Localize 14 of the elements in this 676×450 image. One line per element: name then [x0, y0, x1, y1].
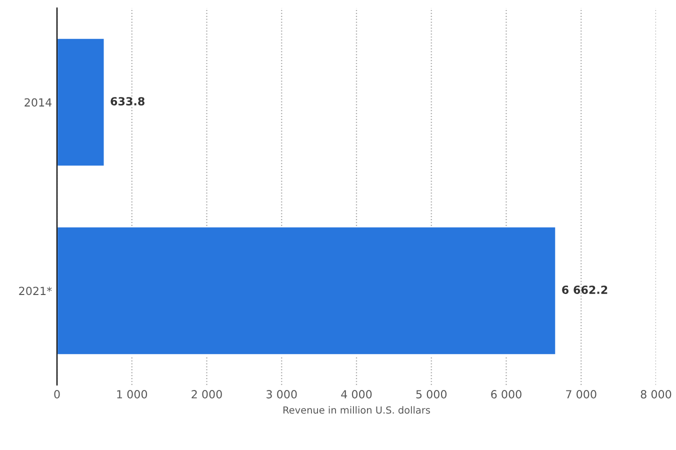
x-axis-title: Revenue in million U.S. dollars [283, 406, 430, 414]
x-tick-label: 2 000 [192, 390, 222, 398]
data-label: 6 662.2 [562, 286, 608, 294]
x-tick-label: 1 000 [117, 390, 148, 398]
x-tick-label: 4 000 [341, 390, 372, 398]
x-tick-label: 5 000 [416, 390, 447, 398]
x-tick-label: 7 000 [566, 390, 596, 398]
y-tick-label: 2021* [19, 286, 52, 296]
x-tick-label: 8 000 [640, 390, 672, 398]
data-label: 633.8 [110, 97, 144, 106]
y-tick-label: 2014 [24, 98, 52, 107]
x-tick-label: 0 [54, 390, 60, 398]
x-tick-label: 3 000 [266, 390, 297, 398]
x-tick-label: 6 000 [491, 390, 522, 398]
